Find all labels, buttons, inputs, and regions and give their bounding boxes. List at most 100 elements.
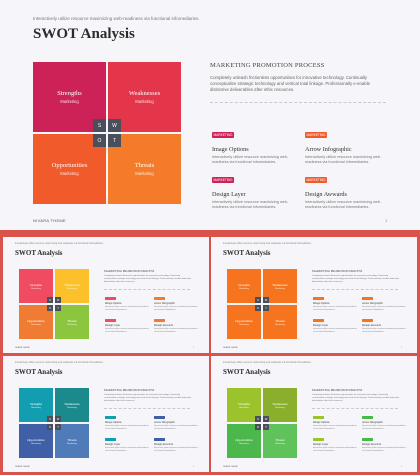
feature-title: Image Options — [313, 421, 330, 424]
quadrant-subtitle: Marketing — [31, 287, 41, 290]
feature-item: MARKETING Design Layer Interactively uti… — [212, 168, 297, 210]
page-number: 1 — [401, 466, 403, 468]
feature-title: Image Options — [105, 421, 122, 424]
quadrant-subtitle: Marketing — [67, 406, 77, 409]
section-description: Completely unleash frictionless opportun… — [104, 394, 192, 402]
slide-title: SWOT Analysis — [33, 26, 135, 42]
feature-description: Interactively utilize resource maximizin… — [362, 328, 406, 333]
section-heading: MARKETING PROMOTION PROCESS — [210, 62, 325, 69]
marketing-badge — [362, 297, 373, 300]
quadrant-title: Opportunities — [27, 437, 45, 442]
feature-description: Interactively utilize resource maximizin… — [105, 425, 149, 430]
marketing-badge: MARKETING — [212, 177, 234, 183]
feature-description: Interactively utilize resource maximizin… — [105, 328, 149, 333]
feature-item: Design Layer Interactively utilize resou… — [313, 319, 357, 333]
swot-letters: S W O T — [255, 297, 269, 311]
swot-letters: S W O T — [47, 297, 61, 311]
thumbnail-slide-4[interactable]: Interactively utilize resource maximizin… — [211, 356, 417, 472]
feature-title: Design Layer — [105, 324, 121, 327]
quadrant-title: Strengths — [237, 401, 251, 406]
feature-item: Design Layer Interactively utilize resou… — [105, 319, 149, 333]
quadrant-title: Threats — [67, 437, 77, 442]
feature-description: Interactively utilize resource maximizin… — [305, 155, 382, 165]
marketing-badge: MARKETING — [212, 132, 234, 138]
slide-footer: NIVARA THEME — [15, 466, 30, 468]
marketing-badge: MARKETING — [305, 132, 327, 138]
slide-subtitle: Interactively utilize resource maximizin… — [15, 361, 104, 364]
quadrant-subtitle: Marketing — [31, 442, 41, 445]
feature-title: Arrow Infographic — [154, 421, 176, 424]
marketing-badge — [313, 438, 324, 441]
quadrant-subtitle: Marketing — [135, 171, 154, 176]
quadrant-title: Threats — [67, 318, 77, 323]
swot-grid: Strengths Marketing Weaknesses Marketing… — [227, 388, 297, 458]
slide-footer: NIVARA THEME — [223, 347, 238, 349]
quadrant-subtitle: Marketing — [67, 323, 77, 326]
slide-footer: NIVARA THEME — [223, 466, 238, 468]
letter-w: W — [55, 416, 61, 422]
feature-item: Design Awwards Interactively utilize res… — [362, 438, 406, 452]
feature-description: Interactively utilize resource maximizin… — [313, 447, 357, 452]
quadrant-title: Threats — [134, 162, 155, 169]
quadrant-subtitle: Marketing — [275, 442, 285, 445]
thumbnail-slide-1[interactable]: Interactively utilize resource maximizin… — [3, 237, 209, 353]
feature-item: Image Options Interactively utilize reso… — [105, 416, 149, 430]
feature-description: Interactively utilize resource maximizin… — [154, 425, 198, 430]
main-slide[interactable]: Interactively utilize resource maximizin… — [0, 0, 420, 230]
feature-item: Image Options Interactively utilize reso… — [313, 297, 357, 311]
marketing-badge — [105, 319, 116, 322]
feature-description: Interactively utilize resource maximizin… — [362, 447, 406, 452]
quadrant-subtitle: Marketing — [239, 287, 249, 290]
feature-item: Design Awwards Interactively utilize res… — [154, 319, 198, 333]
dashed-divider — [210, 102, 386, 103]
feature-item: Design Awwards Interactively utilize res… — [362, 319, 406, 333]
feature-title: Design Awwards — [362, 443, 381, 446]
feature-title: Arrow Infographic — [362, 421, 384, 424]
quadrant-title: Strengths — [29, 401, 43, 406]
feature-title: Design Awwards — [362, 324, 381, 327]
slide-subtitle: Interactively utilize resource maximizin… — [15, 242, 104, 245]
marketing-badge — [313, 416, 324, 419]
letter-s: S — [47, 416, 53, 422]
section-description: Completely unleash frictionless opportun… — [104, 275, 192, 283]
feature-title: Image Options — [212, 146, 249, 153]
letter-o: O — [255, 424, 261, 430]
feature-title: Design Awwards — [154, 324, 173, 327]
marketing-badge — [154, 297, 165, 300]
thumbnail-slide-3[interactable]: Interactively utilize resource maximizin… — [3, 356, 209, 472]
marketing-badge — [313, 297, 324, 300]
feature-description: Interactively utilize resource maximizin… — [212, 200, 289, 210]
letter-t: T — [108, 134, 121, 147]
feature-description: Interactively utilize resource maximizin… — [362, 306, 406, 311]
slide-title: SWOT Analysis — [15, 368, 63, 376]
letter-o: O — [47, 424, 53, 430]
feature-item: Image Options Interactively utilize reso… — [105, 297, 149, 311]
feature-title: Design Layer — [212, 191, 246, 198]
swot-letters: S W O T — [255, 416, 269, 430]
feature-title: Image Options — [105, 302, 122, 305]
quadrant-subtitle: Marketing — [60, 99, 79, 104]
feature-title: Image Options — [313, 302, 330, 305]
quadrant-subtitle: Marketing — [67, 442, 77, 445]
swot-grid: Strengths Marketing Weaknesses Marketing… — [33, 62, 181, 204]
letter-t: T — [263, 305, 269, 311]
quadrant-title: Opportunities — [27, 318, 45, 323]
quadrant-subtitle: Marketing — [239, 442, 249, 445]
quadrant-title: Weaknesses — [64, 401, 80, 406]
feature-item: Image Options Interactively utilize reso… — [313, 416, 357, 430]
letter-t: T — [55, 424, 61, 430]
marketing-badge — [105, 416, 116, 419]
quadrant-title: Strengths — [29, 282, 43, 287]
feature-description: Interactively utilize resource maximizin… — [154, 447, 198, 452]
slide-title: SWOT Analysis — [223, 249, 271, 257]
quadrant-title: Opportunities — [51, 162, 88, 169]
dashed-divider — [104, 408, 190, 409]
feature-item: Design Layer Interactively utilize resou… — [313, 438, 357, 452]
quadrant-title: Weaknesses — [128, 90, 161, 97]
thumbnail-slide-2[interactable]: Interactively utilize resource maximizin… — [211, 237, 417, 353]
slide-title: SWOT Analysis — [15, 249, 63, 257]
strengths-quadrant: Strengths Marketing — [227, 388, 261, 422]
section-heading: MARKETING PROMOTION PROCESS — [312, 269, 363, 273]
weaknesses-quadrant: Weaknesses Marketing — [55, 269, 89, 303]
section-heading: MARKETING PROMOTION PROCESS — [104, 269, 155, 273]
